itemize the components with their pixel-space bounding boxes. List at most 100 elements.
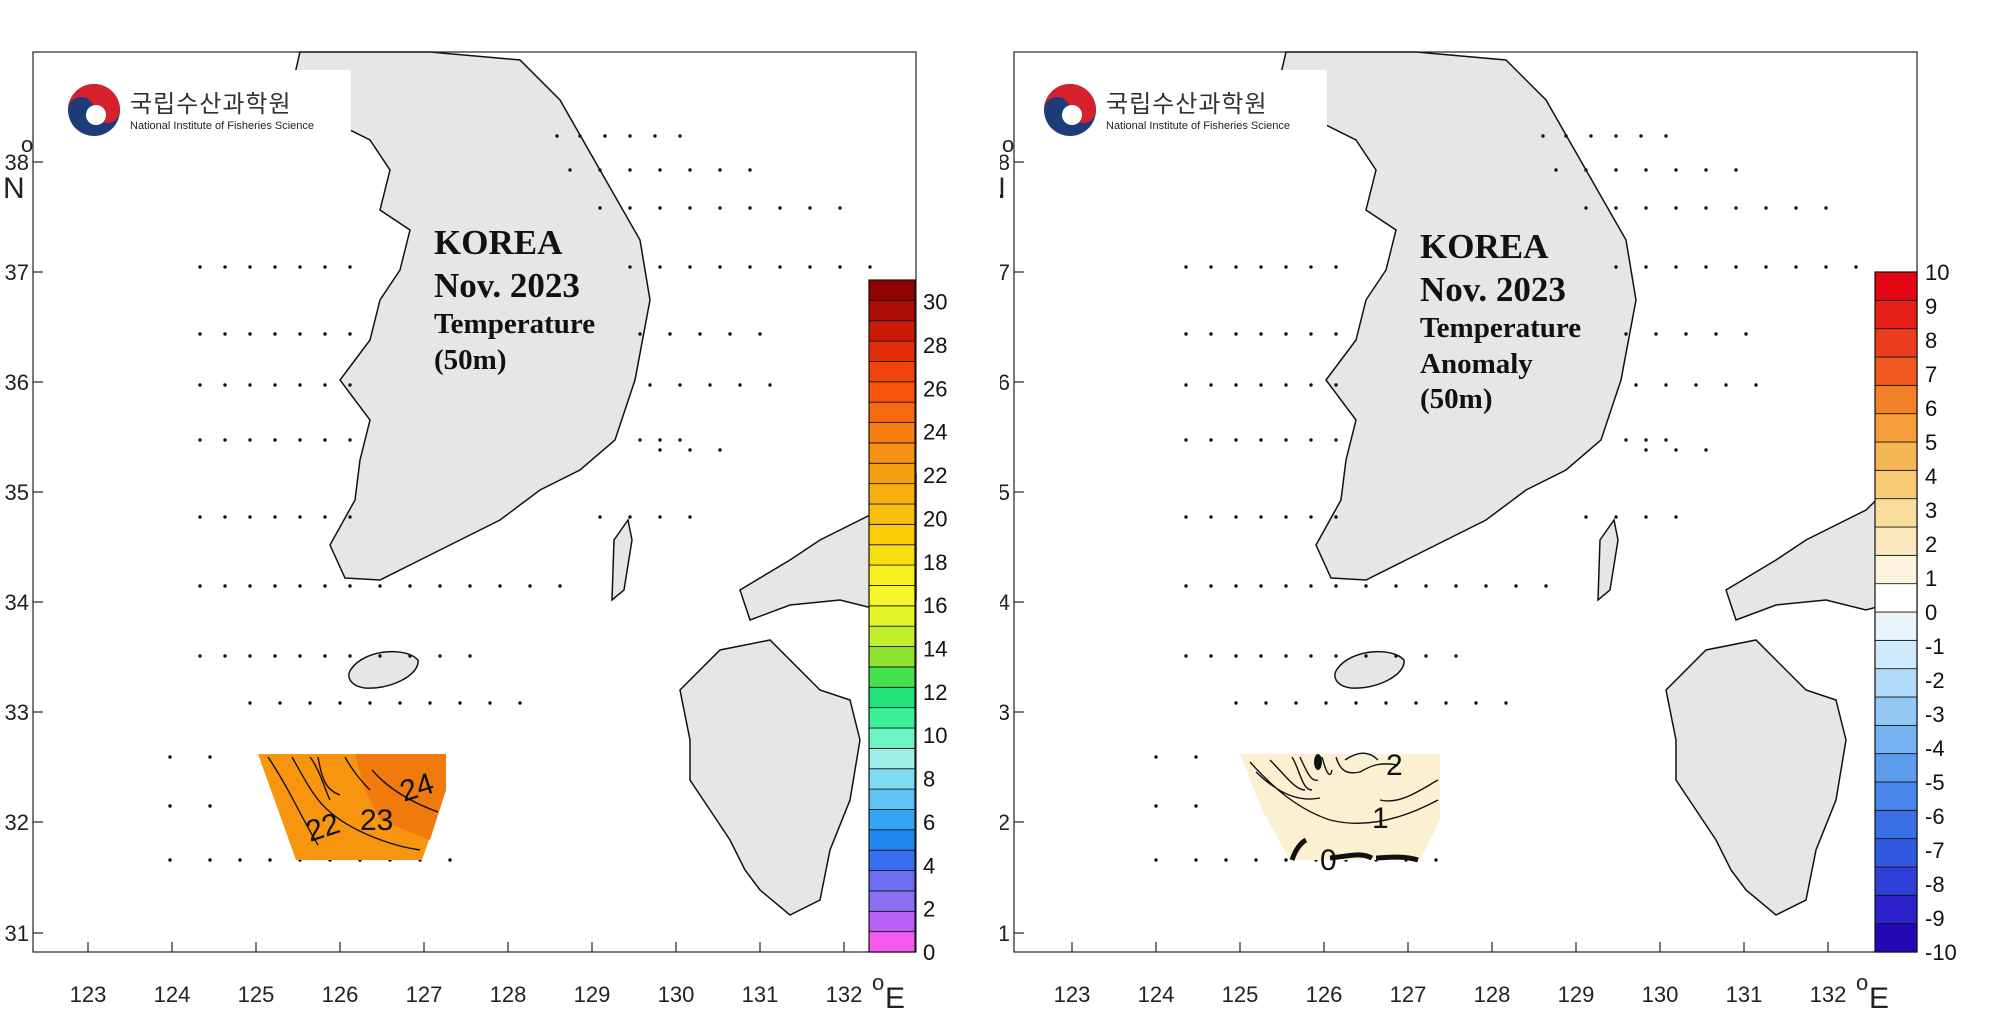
lon-degree-mark: o — [872, 970, 884, 995]
colorbar-swatch — [868, 931, 916, 953]
axis-ticks: 123 124 125 126 127 128 129 130 131 132 31 32 33 34 35… — [1000, 132, 1889, 1015]
colorbar-label: -2 — [1925, 668, 1945, 693]
colorbar-swatch — [868, 462, 916, 485]
lat-tick-label: 33 — [5, 700, 29, 725]
lon-unit-label: E — [885, 982, 905, 1015]
colorbar-swatch — [868, 361, 916, 383]
lon-tick-label: 128 — [490, 982, 527, 1007]
colorbar-label: 2 — [1925, 532, 1937, 557]
colorbar-label: 10 — [923, 723, 947, 748]
taegeuk-emblem-icon — [68, 84, 120, 136]
colorbar-swatch — [868, 564, 916, 586]
lon-tick-label: 131 — [742, 982, 779, 1007]
lon-tick-label: 128 — [1474, 982, 1511, 1007]
colorbar-swatch — [1874, 554, 1918, 585]
lon-tick-label: 123 — [1054, 982, 1091, 1007]
map-frame — [32, 51, 917, 953]
contour-label-2: 2 — [1386, 749, 1403, 782]
colorbar-label: -6 — [1925, 804, 1945, 829]
colorbar-swatch — [1874, 384, 1918, 415]
colorbar-swatch — [1874, 441, 1918, 471]
title-line-type: Anomaly — [1420, 347, 1533, 380]
station-dots — [168, 134, 872, 862]
colorbar-swatch — [868, 727, 916, 749]
anomaly-contours — [1249, 752, 1439, 824]
colorbar-swatch — [868, 483, 916, 505]
logo-english-name: National Institute of Fisheries Science — [130, 120, 315, 132]
colorbar-label: 30 — [923, 290, 947, 315]
colorbar-swatch — [1874, 299, 1918, 330]
colorbar-swatch — [868, 442, 916, 464]
lat-tick-label: 38 — [1000, 150, 1010, 175]
colorbar-swatch — [868, 523, 916, 546]
colorbar-swatch — [1874, 724, 1918, 755]
colorbar-swatch — [868, 585, 916, 607]
lat-tick-label: 35 — [5, 480, 29, 505]
colorbar-label: -5 — [1925, 770, 1945, 795]
anomaly-fill — [1240, 754, 1440, 860]
colorbar-label: 9 — [1925, 294, 1937, 319]
land-masses — [1275, 51, 1903, 916]
colorbar-label: -9 — [1925, 906, 1945, 931]
colorbar-label: 18 — [923, 550, 947, 575]
lon-unit-label: E — [1869, 982, 1889, 1015]
colorbar-swatch — [868, 666, 916, 688]
colorbar-swatch — [868, 320, 916, 342]
logo-english-name: National Institute of Fisheries Science — [1106, 120, 1291, 132]
anomaly-peak-marker — [1314, 754, 1322, 770]
lon-tick-label: 125 — [1222, 982, 1259, 1007]
colorbar-swatch — [868, 544, 916, 566]
colorbar-swatch — [868, 422, 916, 444]
lon-tick-label: 129 — [574, 982, 611, 1007]
colorbar-label: 12 — [923, 680, 947, 705]
colorbar-swatch — [1874, 413, 1918, 443]
lat-tick-label: 35 — [1000, 480, 1010, 505]
colorbar-swatch — [1874, 753, 1918, 783]
lon-tick-label: 126 — [1306, 982, 1343, 1007]
temperature-field: 22 23 24 — [258, 754, 446, 860]
colorbar-swatch — [868, 686, 916, 709]
colorbar-swatch — [868, 299, 916, 322]
colorbar-label: 2 — [923, 897, 935, 922]
lat-degree-mark: o — [1002, 132, 1014, 157]
colorbar-label: -3 — [1925, 702, 1945, 727]
lat-unit-label: N — [3, 172, 25, 205]
lat-tick-label: 36 — [1000, 370, 1010, 395]
colorbar-swatch — [1874, 583, 1918, 613]
lat-tick-label: 34 — [1000, 590, 1010, 615]
anomaly-field: 2 1 0 — [1240, 749, 1440, 877]
colorbar-label: -8 — [1925, 872, 1945, 897]
colorbar-label: 14 — [923, 637, 947, 662]
anomaly-map-panel: 2 1 0 1231241251261271281291301311323132… — [1000, 0, 2000, 1024]
colorbar-swatch — [868, 707, 916, 729]
title-line-variable: Temperature — [1420, 312, 1582, 345]
logo-korean-name: 국립수산과학원 — [130, 90, 292, 118]
colorbar-swatch — [868, 768, 916, 790]
colorbar-swatch — [868, 625, 916, 647]
contour-label-23: 23 — [360, 804, 393, 837]
nifs-logo: 국립수산과학원 National Institute of Fisheries … — [1032, 70, 1327, 144]
colorbar-swatch — [1874, 639, 1918, 670]
zero-contour — [1289, 837, 1419, 863]
temperature-map: 22 23 24 123 124 125 126 127 128 129 130 131 1323… — [3, 51, 947, 1015]
colorbar-label: 24 — [923, 420, 947, 445]
colorbar-label: 4 — [1925, 464, 1937, 489]
lon-tick-label: 130 — [658, 982, 695, 1007]
lat-tick-label: 37 — [5, 260, 29, 285]
lat-tick-label: 32 — [1000, 810, 1010, 835]
land-masses — [289, 51, 917, 916]
colorbar-label: 4 — [923, 853, 935, 878]
station-dots — [1154, 134, 1858, 862]
axis-ticks: 123 124 125 126 127 128 129 130 131 132 31 32 33 34 35… — [3, 132, 905, 1015]
lat-tick-label: 31 — [5, 921, 29, 946]
lat-tick-label: 38 — [5, 150, 29, 175]
colorbar-swatch — [1874, 696, 1918, 726]
colorbar-swatch — [868, 503, 916, 525]
title-line-date: Nov. 2023 — [434, 265, 580, 305]
colorbar-label: 26 — [923, 376, 947, 401]
colorbar-swatch — [1874, 526, 1918, 556]
colorbar-label: 0 — [1925, 600, 1937, 625]
colorbar-swatch — [868, 829, 916, 851]
colorbar-label: 16 — [923, 593, 947, 618]
